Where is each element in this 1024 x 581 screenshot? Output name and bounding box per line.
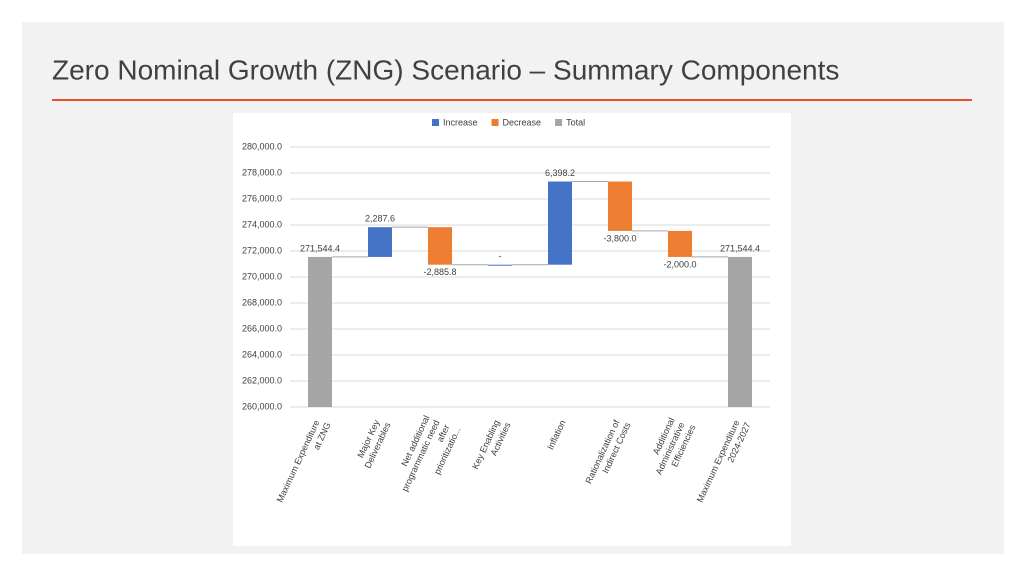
bar [608, 181, 632, 231]
bar [428, 227, 452, 265]
y-tick-label: 266,000.0 [242, 323, 282, 333]
x-tick-label: Additional Administrative Efficiencies [644, 414, 698, 481]
legend-label: Total [566, 117, 585, 127]
y-tick-label: 280,000.0 [242, 141, 282, 151]
data-label: 2,287.6 [365, 214, 395, 224]
bar [728, 256, 752, 407]
y-tick-label: 270,000.0 [242, 271, 282, 281]
y-tick-label: 260,000.0 [242, 401, 282, 411]
legend-label: Increase [443, 117, 478, 127]
y-tick-label: 268,000.0 [242, 297, 282, 307]
data-label: -2,885.8 [423, 267, 456, 277]
bar [548, 181, 572, 265]
data-label: - [499, 251, 502, 261]
y-tick-label: 278,000.0 [242, 167, 282, 177]
legend-swatch [491, 119, 499, 126]
chart: 260,000.0 262,000.0 264,000.0 266,000.0 268,… [242, 117, 770, 504]
data-label: 271,544.4 [720, 243, 760, 253]
y-tick-label: 262,000.0 [242, 375, 282, 385]
slide-title: Zero Nominal Growth (ZNG) Scenario – Sum… [52, 54, 839, 85]
bar [668, 230, 692, 257]
legend-swatch [432, 119, 439, 126]
bar [488, 264, 512, 266]
data-label: -3,800.0 [603, 233, 636, 243]
bar [368, 227, 392, 257]
y-tick-label: 274,000.0 [242, 219, 282, 229]
y-tick-label: 276,000.0 [242, 193, 282, 203]
data-label: 271,544.4 [300, 243, 340, 253]
data-label: -2,000.0 [663, 259, 696, 269]
data-label: 6,398.2 [545, 168, 575, 178]
bar [308, 256, 332, 407]
legend-label: Decrease [503, 117, 542, 127]
legend-swatch [555, 119, 563, 126]
y-tick-label: 272,000.0 [242, 245, 282, 255]
y-tick-label: 264,000.0 [242, 349, 282, 359]
